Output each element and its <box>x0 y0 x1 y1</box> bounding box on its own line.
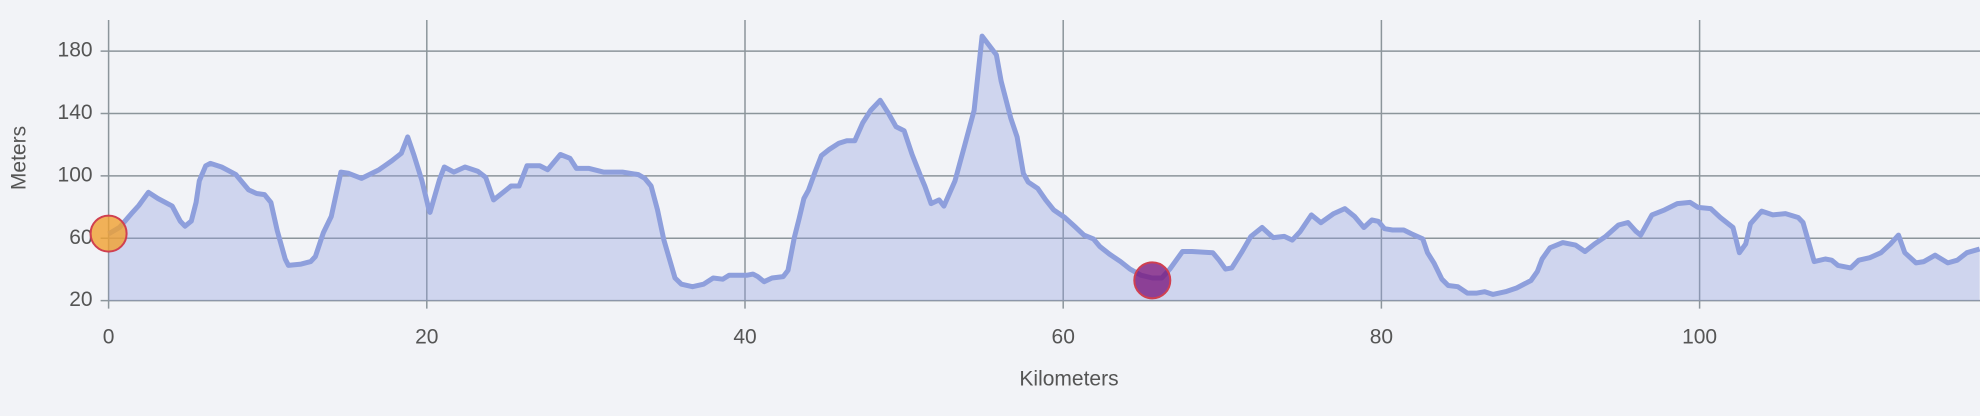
x-axis-label: Kilometers <box>1019 368 1118 391</box>
x-tick-label: 60 <box>1052 326 1075 349</box>
x-tick-label: 20 <box>415 326 438 349</box>
y-axis-label: Meters <box>8 126 31 190</box>
x-tick-label: 40 <box>733 326 756 349</box>
position-marker <box>89 214 128 253</box>
y-tick-label: 60 <box>69 226 92 249</box>
elevation-line <box>107 33 1980 297</box>
y-tick-label: 140 <box>58 101 93 124</box>
area-fill <box>108 36 1980 301</box>
y-tick-label: 100 <box>58 163 93 186</box>
x-tick-label: 80 <box>1370 326 1393 349</box>
position-marker <box>1133 261 1172 300</box>
y-tick-label: 20 <box>69 288 92 311</box>
x-tick-label: 0 <box>103 326 115 349</box>
x-tick-label: 100 <box>1682 326 1717 349</box>
y-tick-label: 180 <box>58 39 93 62</box>
